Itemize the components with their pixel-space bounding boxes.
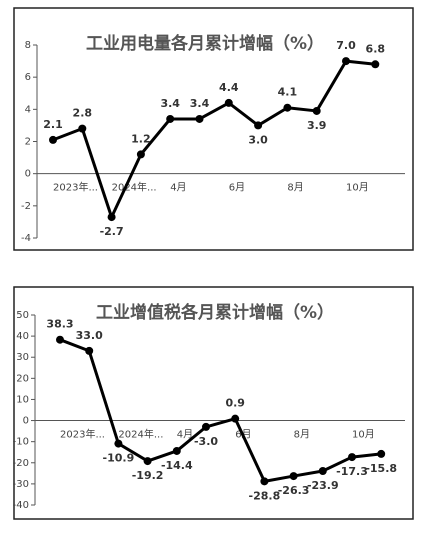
y-tick-label: 6 bbox=[25, 72, 31, 83]
y-tick-label: 4 bbox=[25, 104, 31, 115]
data-point bbox=[371, 60, 380, 69]
data-point bbox=[231, 414, 240, 423]
data-label: 0.9 bbox=[225, 397, 245, 410]
x-tick-label: 8月 bbox=[294, 429, 310, 441]
x-tick-label: 10月 bbox=[346, 182, 369, 194]
data-label: -15.8 bbox=[365, 462, 397, 475]
data-label: 6.8 bbox=[366, 42, 386, 55]
y-tick-label: -10 bbox=[13, 437, 29, 448]
y-tick-label: 40 bbox=[16, 331, 29, 342]
data-point bbox=[202, 422, 210, 431]
data-label: -17.3 bbox=[336, 465, 368, 478]
x-tick-label: 2024年... bbox=[112, 181, 157, 194]
y-tick-label: 10 bbox=[16, 394, 29, 405]
data-point bbox=[318, 467, 327, 476]
data-point bbox=[107, 213, 116, 222]
data-label: -2.7 bbox=[100, 225, 124, 238]
data-label: 2.1 bbox=[43, 118, 63, 131]
data-point bbox=[49, 135, 57, 144]
y-tick-label: -40 bbox=[13, 500, 29, 511]
data-point bbox=[342, 57, 350, 66]
y-tick-label: -2 bbox=[21, 201, 31, 212]
data-label: 7.0 bbox=[336, 39, 356, 52]
data-point bbox=[114, 439, 123, 448]
y-tick-label: 0 bbox=[25, 169, 31, 180]
chart-frame bbox=[13, 286, 414, 520]
data-label: -14.4 bbox=[161, 459, 193, 472]
x-tick-label: 2024年... bbox=[118, 428, 163, 441]
x-tick-label: 8月 bbox=[287, 182, 303, 194]
data-point bbox=[172, 446, 181, 455]
x-tick-label: 10月 bbox=[352, 429, 375, 441]
data-line bbox=[52, 59, 376, 219]
chart-title: 工业增值税各月累计增幅（%） bbox=[96, 302, 334, 323]
y-tick-label: -30 bbox=[13, 479, 29, 490]
y-tick-label: 50 bbox=[16, 310, 29, 321]
data-label: 4.4 bbox=[219, 81, 239, 94]
y-tick-label: 30 bbox=[16, 352, 29, 363]
data-label: 3.4 bbox=[190, 97, 210, 110]
y-tick-label: 2 bbox=[25, 137, 31, 148]
data-label: 3.4 bbox=[160, 97, 180, 110]
data-label: 38.3 bbox=[46, 318, 73, 331]
data-label: -19.2 bbox=[132, 469, 164, 482]
data-point bbox=[312, 106, 321, 115]
data-point bbox=[224, 98, 233, 107]
data-line bbox=[59, 338, 382, 483]
data-label: -28.8 bbox=[249, 489, 281, 502]
x-tick-label: 4月 bbox=[177, 429, 193, 441]
chart-frame bbox=[13, 7, 414, 251]
data-point bbox=[254, 121, 263, 130]
chart-title: 工业用电量各月累计增幅（%） bbox=[86, 33, 324, 54]
y-tick-label: 20 bbox=[16, 373, 29, 384]
data-label: 1.2 bbox=[131, 132, 151, 145]
data-point bbox=[143, 457, 152, 466]
x-tick-label: 4月 bbox=[170, 182, 186, 194]
data-point bbox=[85, 346, 94, 355]
x-tick-label: 6月 bbox=[229, 182, 245, 194]
data-label: 2.8 bbox=[73, 107, 93, 120]
data-label: -10.9 bbox=[103, 452, 135, 465]
data-point bbox=[136, 150, 145, 159]
data-label: -23.9 bbox=[307, 479, 339, 492]
data-point bbox=[348, 453, 356, 462]
data-point bbox=[195, 114, 204, 123]
data-label: 3.0 bbox=[248, 133, 268, 146]
y-tick-label: 8 bbox=[25, 40, 31, 51]
data-label: 33.0 bbox=[76, 329, 103, 342]
data-label: 4.1 bbox=[278, 86, 298, 99]
data-point bbox=[283, 103, 292, 112]
y-tick-label: -20 bbox=[13, 458, 29, 469]
data-label: 3.9 bbox=[307, 119, 327, 132]
data-label: -26.3 bbox=[278, 484, 310, 497]
data-point bbox=[166, 114, 175, 123]
x-tick-label: 2023年... bbox=[60, 428, 105, 441]
y-tick-label: 0 bbox=[23, 416, 29, 427]
data-point bbox=[260, 477, 269, 486]
data-point bbox=[289, 472, 298, 481]
data-point bbox=[377, 449, 386, 458]
y-tick-label: -4 bbox=[21, 233, 31, 244]
x-tick-label: 2023年... bbox=[53, 181, 98, 194]
data-label: -3.0 bbox=[194, 435, 218, 448]
data-point bbox=[78, 124, 87, 133]
data-point bbox=[56, 335, 64, 344]
